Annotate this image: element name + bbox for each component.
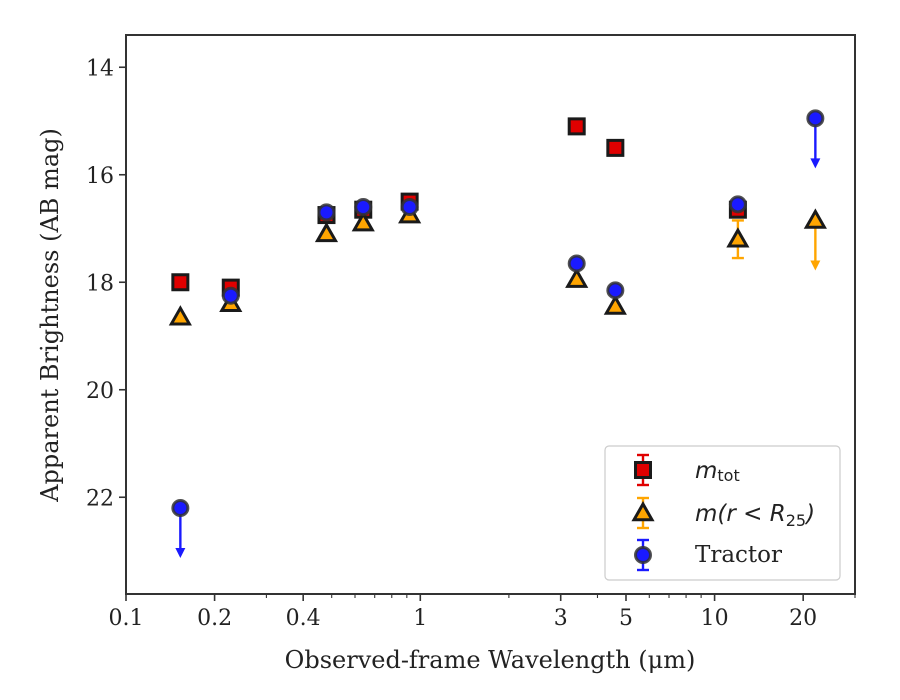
x-tick-label-5: 5 [619, 606, 633, 631]
point-mr25-7 [726, 227, 750, 248]
point-tractor-8 [806, 109, 825, 128]
point-tractor-0-upper-limit-head [175, 548, 186, 558]
legend-label-mr25: m(r < R25) [695, 501, 815, 530]
legend-label-tractor: Tractor [695, 542, 782, 568]
x-tick-label-7: 20 [789, 606, 817, 631]
point-tractor-1 [221, 286, 240, 305]
legend-mr25-close: ) [804, 501, 815, 527]
point-tractor-2 [317, 203, 336, 222]
point-tractor-0 [171, 499, 190, 517]
legend-markers [631, 453, 655, 572]
point-mtot-5 [567, 117, 586, 136]
legend-marker-tractor [634, 546, 652, 564]
x-tick-label-0: 0.1 [109, 606, 144, 631]
point-mtot-6 [606, 138, 625, 157]
legend-marker-mtot [634, 461, 652, 479]
legend-mr25-main: m(r < R [695, 501, 786, 527]
x-tick-label-4: 3 [554, 606, 568, 631]
ticks-layer: 0.1 0.2 0.4 1 3 5 10 20 14 16 18 20 22 [86, 56, 856, 631]
legend-mr25-sub: 25 [786, 511, 806, 530]
point-mr25-8 [803, 208, 827, 229]
y-tick-label-3: 20 [86, 379, 114, 404]
point-mr25-0 [168, 305, 192, 326]
point-mtot-0 [171, 273, 190, 292]
x-axis-title: Observed-frame Wavelength (μm) [285, 646, 696, 674]
y-tick-label-0: 14 [86, 56, 114, 81]
point-tractor-5 [567, 254, 586, 273]
x-tick-label-1: 0.2 [197, 606, 232, 631]
point-tractor-4 [400, 198, 419, 216]
legend-box [604, 445, 841, 581]
legend-marker-mr25 [631, 500, 655, 522]
x-tick-label-2: 0.4 [286, 606, 321, 631]
point-tractor-6 [606, 281, 625, 300]
point-mr25-2 [314, 221, 339, 243]
x-tick-label-6: 10 [701, 606, 729, 631]
point-mr25-6 [603, 294, 627, 315]
y-axis-title: Apparent Brightness (AB mag) [36, 128, 64, 503]
y-tick-label-1: 16 [86, 164, 114, 189]
x-tick-label-3: 1 [413, 606, 427, 631]
marks-layer [168, 109, 827, 558]
point-tractor-3 [354, 198, 373, 216]
y-tick-label-2: 18 [86, 271, 114, 296]
legend-mtot-sub: tot [717, 466, 739, 485]
point-tractor-8-upper-limit-head [810, 158, 821, 169]
legend: mtot m(r < R25) Tractor [604, 445, 841, 581]
point-mr25-8-upper-limit-head [810, 260, 821, 271]
y-tick-label-4: 22 [86, 486, 114, 511]
legend-label-mtot: mtot [695, 458, 740, 485]
legend-mtot-main: m [695, 458, 717, 484]
point-mr25-3 [351, 211, 375, 232]
point-tractor-7 [728, 195, 747, 214]
point-mr25-5 [565, 267, 589, 288]
